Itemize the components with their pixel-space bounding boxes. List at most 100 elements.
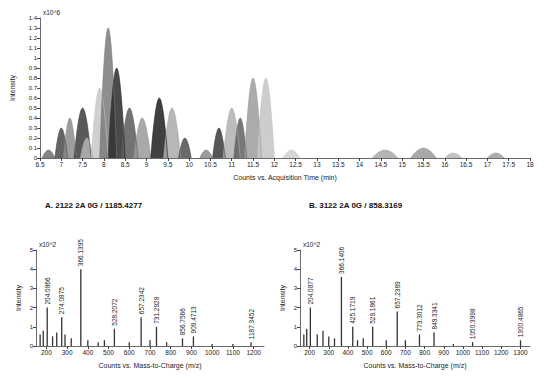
svg-text:500: 500 [103, 349, 114, 356]
svg-text:12.5: 12.5 [289, 161, 302, 168]
svg-text:15: 15 [399, 161, 407, 168]
svg-text:657.2389: 657.2389 [394, 281, 401, 308]
svg-text:7.5: 7.5 [78, 161, 87, 168]
svg-text:2: 2 [30, 305, 34, 311]
svg-text:11: 11 [228, 161, 235, 168]
svg-text:528.2072: 528.2072 [111, 298, 118, 325]
svg-text:900: 900 [438, 349, 449, 356]
svg-text:15.5: 15.5 [417, 161, 430, 168]
svg-text:1.4: 1.4 [29, 15, 38, 21]
svg-text:800: 800 [165, 349, 176, 356]
svg-text:10: 10 [186, 161, 194, 168]
svg-text:5: 5 [30, 247, 34, 253]
svg-text:0.6: 0.6 [29, 95, 38, 101]
svg-text:0.2: 0.2 [29, 135, 38, 141]
svg-text:1000: 1000 [205, 349, 220, 356]
svg-text:849.3341: 849.3341 [431, 302, 438, 329]
svg-text:12: 12 [271, 161, 279, 168]
svg-text:900: 900 [186, 349, 197, 356]
svg-text:2: 2 [294, 305, 298, 311]
svg-text:4: 4 [30, 266, 34, 272]
svg-text:Intensity: Intensity [15, 284, 23, 311]
svg-text:0.7: 0.7 [29, 85, 38, 91]
svg-text:x10^2: x10^2 [303, 241, 321, 248]
svg-text:1: 1 [294, 324, 298, 330]
svg-text:13: 13 [313, 161, 321, 168]
svg-text:8: 8 [102, 161, 106, 168]
svg-text:204.0866: 204.0866 [44, 277, 51, 304]
svg-text:200: 200 [41, 349, 52, 356]
svg-text:16: 16 [441, 161, 449, 168]
svg-text:1300.4865: 1300.4865 [517, 306, 524, 337]
svg-text:8.5: 8.5 [121, 161, 130, 168]
svg-text:1.3: 1.3 [29, 25, 38, 31]
svg-text:9.5: 9.5 [163, 161, 172, 168]
svg-text:366.1406: 366.1406 [338, 246, 345, 273]
svg-text:6.5: 6.5 [35, 161, 44, 168]
svg-text:700: 700 [145, 349, 156, 356]
svg-text:400: 400 [342, 349, 353, 356]
svg-text:856.7566: 856.7566 [179, 308, 186, 335]
svg-text:600: 600 [124, 349, 135, 356]
svg-text:909.4713: 909.4713 [190, 306, 197, 333]
svg-text:1200: 1200 [494, 349, 509, 356]
svg-text:700: 700 [400, 349, 411, 356]
svg-text:A. 2122 2A 0G / 1185.4277: A. 2122 2A 0G / 1185.4277 [45, 201, 143, 210]
svg-text:1100: 1100 [475, 349, 489, 356]
svg-text:425.1719: 425.1719 [349, 296, 356, 323]
svg-text:4: 4 [294, 266, 298, 272]
svg-text:0.9: 0.9 [29, 65, 38, 71]
svg-text:9: 9 [145, 161, 149, 168]
svg-text:1: 1 [30, 324, 34, 330]
svg-text:18: 18 [526, 161, 534, 168]
svg-text:Intensity: Intensity [9, 74, 17, 101]
svg-text:204.0877: 204.0877 [307, 277, 314, 304]
svg-text:1: 1 [34, 55, 38, 61]
svg-text:7: 7 [59, 161, 63, 168]
svg-text:731.2928: 731.2928 [153, 296, 160, 323]
svg-text:3: 3 [30, 285, 34, 291]
svg-text:1187.3452: 1187.3452 [248, 309, 255, 340]
svg-text:500: 500 [362, 349, 373, 356]
svg-text:1050.3998: 1050.3998 [469, 308, 476, 339]
svg-text:Counts vs. Mass-to-Charge (m/z: Counts vs. Mass-to-Charge (m/z) [363, 362, 466, 370]
svg-text:1200: 1200 [246, 349, 261, 356]
svg-text:600: 600 [381, 349, 392, 356]
svg-text:5: 5 [294, 247, 298, 253]
svg-text:10.5: 10.5 [204, 161, 217, 168]
svg-text:200: 200 [304, 349, 315, 356]
svg-text:1100: 1100 [226, 349, 240, 356]
svg-text:x10^2: x10^2 [39, 241, 57, 248]
svg-text:1.2: 1.2 [29, 35, 38, 41]
svg-text:0.3: 0.3 [29, 125, 38, 131]
svg-text:3: 3 [294, 285, 298, 291]
svg-text:366.1395: 366.1395 [77, 239, 84, 266]
svg-text:0.1: 0.1 [29, 145, 38, 151]
svg-text:0.8: 0.8 [29, 75, 38, 81]
svg-text:300: 300 [323, 349, 334, 356]
svg-text:14.5: 14.5 [375, 161, 388, 168]
svg-text:274.0875: 274.0875 [58, 287, 65, 314]
svg-text:657.2342: 657.2342 [138, 287, 145, 314]
svg-text:Counts vs. Acquisition Time (m: Counts vs. Acquisition Time (min) [233, 174, 336, 182]
svg-text:Counts vs. Mass-to-Charge (m/z: Counts vs. Mass-to-Charge (m/z) [98, 362, 201, 370]
svg-text:11.5: 11.5 [247, 161, 260, 168]
svg-text:529.1861: 529.1861 [369, 296, 376, 323]
svg-text:17.5: 17.5 [502, 161, 515, 168]
svg-text:1000: 1000 [456, 349, 471, 356]
svg-text:0: 0 [30, 343, 34, 349]
svg-text:0.5: 0.5 [29, 105, 38, 111]
svg-text:14: 14 [356, 161, 364, 168]
svg-text:1300: 1300 [513, 349, 528, 356]
svg-text:0: 0 [294, 343, 298, 349]
svg-text:0.4: 0.4 [29, 115, 38, 121]
svg-text:16.5: 16.5 [460, 161, 473, 168]
svg-text:773.3012: 773.3012 [416, 304, 423, 331]
svg-text:800: 800 [419, 349, 430, 356]
svg-text:13.5: 13.5 [332, 161, 345, 168]
svg-text:300: 300 [62, 349, 73, 356]
svg-text:17: 17 [484, 161, 492, 168]
svg-text:Intensity: Intensity [279, 284, 287, 311]
svg-text:1.1: 1.1 [29, 45, 38, 51]
svg-text:400: 400 [82, 349, 93, 356]
